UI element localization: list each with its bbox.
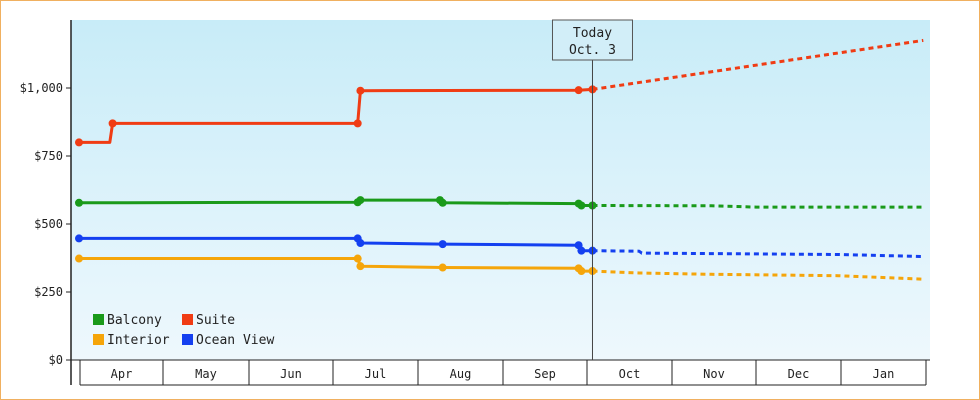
data-point [356,86,365,95]
series-forecast-line [592,269,924,281]
legend-label: Balcony [107,313,162,328]
data-point [75,138,83,147]
y-tick-label: $500 [34,217,63,231]
data-point [438,263,447,272]
data-point [438,240,447,249]
legend-swatch [182,334,193,345]
x-tick-label: May [195,367,217,381]
y-tick-label: $1,000 [20,81,63,95]
legend-swatch [93,314,104,325]
series-ocean-view [75,234,924,259]
y-tick-label: $0 [49,353,63,367]
today-box [551,19,633,61]
data-point [577,267,586,276]
data-point [577,246,586,255]
series-layer [75,38,924,281]
data-point [75,234,83,243]
data-point [577,201,586,210]
data-point [75,198,83,207]
series-forecast-line [592,249,924,259]
series-forecast-line [592,38,924,91]
y-tick-label: $750 [34,149,63,163]
legend-label: Ocean View [196,333,274,348]
data-point [356,262,365,271]
data-point [75,254,83,263]
legend-swatch [182,314,193,325]
today-annotation: Today Oct. 3 [551,19,633,360]
x-tick-label: Oct [619,367,641,381]
data-point [353,119,362,128]
x-tick-label: Jun [280,367,302,381]
today-date-label: Oct. 3 [569,43,616,58]
y-axis: $0 $250 $500 $750 $1,000 [20,20,72,385]
legend-label: Suite [196,313,235,328]
series-forecast-line [592,204,924,209]
series-suite [75,38,924,147]
data-point [356,196,365,205]
plot-area [71,20,930,360]
data-point [356,239,365,248]
legend-label: Interior [107,333,170,348]
y-tick-label: $250 [34,285,63,299]
x-tick-label: Dec [788,367,810,381]
data-point [108,119,117,128]
x-tick-label: Jul [365,367,387,381]
data-point [574,86,583,95]
x-tick-label: Apr [111,367,133,381]
legend-swatch [93,334,104,345]
x-tick-label: Jan [873,367,895,381]
x-tick-label: Nov [703,367,725,381]
today-label: Today [573,26,612,41]
x-axis: Apr May Jun Jul Aug Sep Oct Nov Dec Jan [71,359,930,386]
x-tick-label: Aug [450,367,472,381]
series-balcony [75,196,924,210]
x-tick-label: Sep [534,367,556,381]
data-point [438,198,447,207]
series-interior [75,254,924,281]
legend: Balcony Suite Interior Ocean View [93,313,274,348]
data-point [353,254,362,263]
